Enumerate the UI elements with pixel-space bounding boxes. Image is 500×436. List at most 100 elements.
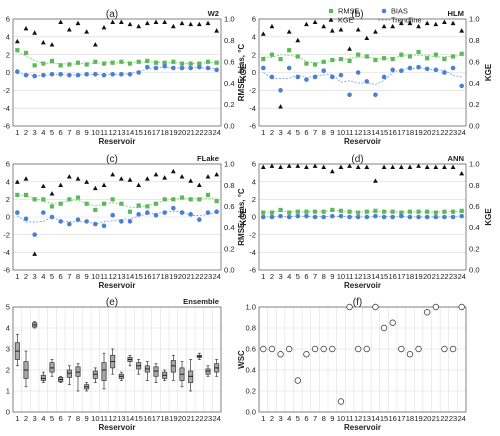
x-tick-label: 13 (117, 272, 125, 281)
y2-tick-label: 1.0 (224, 160, 235, 169)
bias-point (304, 77, 309, 82)
rmse-point (67, 197, 72, 202)
y2-tick-label: 0.0 (469, 266, 480, 275)
y2-tick-label: 0.4 (224, 79, 235, 88)
rmse-point (119, 201, 124, 206)
kge-point (304, 21, 309, 27)
bias-point (390, 67, 395, 73)
x-tick-label: 23 (449, 128, 457, 137)
kge-point (127, 21, 133, 27)
box-iqr (205, 368, 211, 375)
bias-point (321, 68, 326, 74)
y-tick-label: 2 (6, 366, 10, 375)
kge-point (373, 178, 378, 183)
x-tick-label: 14 (371, 128, 379, 137)
bias-point (153, 65, 159, 71)
kge-point (269, 163, 275, 168)
bias-point (75, 217, 81, 222)
bias-point (269, 74, 275, 80)
rmse-point (338, 208, 344, 213)
bias-point (153, 212, 159, 218)
kge-point (416, 163, 421, 168)
rmse-point (23, 192, 29, 198)
kge-point (260, 164, 266, 169)
y-axis-label: RMSE; bias, °C (237, 188, 246, 246)
x-tick-label: 18 (406, 414, 414, 423)
y2-axis-label: KGE (484, 63, 493, 81)
rmse-point (67, 62, 72, 67)
kge-point (442, 19, 447, 25)
x-tick-label: 17 (152, 414, 160, 423)
kge-point (364, 35, 370, 41)
x-tick-label: 4 (287, 414, 291, 423)
x-tick-label: 6 (59, 272, 63, 281)
rmse-point (321, 209, 326, 214)
rmse-point (330, 207, 335, 213)
rmse-point (442, 57, 447, 62)
y-tick-label: 0 (252, 68, 256, 77)
x-axis-label: Reservoir (99, 281, 136, 290)
rmse-point (321, 59, 326, 64)
trendline-rmse (17, 194, 217, 209)
y-tick-label: 5 (6, 303, 10, 312)
y-tick-label: -6 (249, 266, 256, 275)
y-tick-label: -4 (3, 104, 10, 113)
x-tick-label: 22 (195, 128, 203, 137)
bias-point (407, 214, 413, 220)
bias-point (162, 210, 167, 215)
y2-axis-label: KGE (484, 208, 493, 226)
bias-point (416, 214, 421, 220)
x-tick-label: 5 (296, 414, 300, 423)
rmse-point (347, 58, 352, 64)
plot-frame (258, 163, 467, 271)
y-tick-label: 4 (6, 32, 10, 41)
plot-frame (258, 18, 467, 127)
kge-point (286, 163, 292, 168)
x-tick-label: 7 (67, 414, 71, 423)
kge-point (407, 20, 413, 26)
rmse-point (450, 209, 456, 214)
rmse-point (101, 201, 107, 206)
kge-point (101, 182, 107, 187)
x-tick-label: 4 (287, 128, 291, 137)
rmse-point (425, 56, 430, 61)
bias-point (15, 210, 20, 215)
kge-point (153, 172, 159, 177)
bias-point (110, 71, 115, 77)
kge-point (398, 164, 404, 169)
box-iqr (40, 374, 46, 381)
kge-point (321, 164, 327, 169)
bias-point (269, 214, 275, 220)
x-tick-label: 20 (178, 414, 186, 423)
x-tick-label: 2 (270, 128, 274, 137)
bias-point (23, 72, 29, 78)
bias-point (23, 216, 29, 222)
bias-point (407, 65, 413, 71)
y-tick-label: 6 (6, 15, 10, 24)
y2-tick-label: 0.2 (224, 100, 235, 109)
wsc-point (372, 303, 379, 311)
legend-rmse-label: RMSE (338, 7, 359, 16)
x-tick-label: 23 (449, 414, 457, 423)
y2-tick-label: 1.0 (469, 160, 480, 169)
kge-point (295, 37, 301, 43)
panel-f: 0.00.20.40.60.81.01 2 3 4 5 6 7 8 9 10 11 12 13 14 15 1… (237, 297, 467, 432)
model-title: FLake (197, 154, 219, 163)
x-tick-label: 21 (186, 272, 194, 281)
bias-point (312, 74, 318, 80)
rmse-point (153, 201, 159, 206)
x-tick-label: 5 (296, 272, 300, 281)
model-title: W2 (208, 9, 219, 18)
x-tick-label: 19 (414, 128, 422, 137)
y-tick-label: 0.2 (245, 387, 256, 396)
rmse-point (41, 197, 46, 202)
kge-point (286, 29, 292, 34)
kge-point (14, 179, 20, 184)
rmse-point (407, 209, 413, 214)
x-tick-label: 16 (388, 128, 396, 137)
x-tick-label: 4 (41, 414, 45, 423)
bias-point (101, 72, 107, 78)
kge-point (260, 31, 266, 36)
